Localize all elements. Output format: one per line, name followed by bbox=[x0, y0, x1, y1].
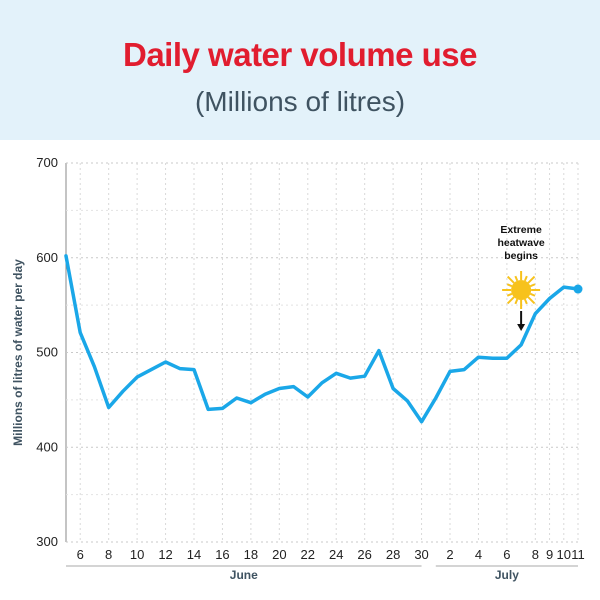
chart-title: Daily water volume use bbox=[123, 36, 477, 73]
chart-subtitle: (Millions of litres) bbox=[194, 86, 406, 117]
month-label: July bbox=[495, 568, 519, 582]
x-tick-label: 9 bbox=[546, 547, 553, 562]
y-axis-label: Millions of litres of water per day bbox=[11, 259, 25, 446]
x-tick-label: 14 bbox=[187, 547, 201, 562]
annotation-text: begins bbox=[504, 250, 538, 262]
x-tick-label: 10 bbox=[557, 547, 571, 562]
x-tick-label: 6 bbox=[77, 547, 84, 562]
x-tick-label: 20 bbox=[272, 547, 286, 562]
x-tick-label: 8 bbox=[105, 547, 112, 562]
annotation-text: heatwave bbox=[497, 237, 544, 249]
x-tick-label: 4 bbox=[475, 547, 482, 562]
x-tick-label: 22 bbox=[301, 547, 315, 562]
header-band: Daily water volume use (Millions of litr… bbox=[0, 0, 600, 140]
sun-icon bbox=[502, 271, 541, 309]
y-tick-label: 300 bbox=[36, 534, 58, 549]
x-tick-label: 10 bbox=[130, 547, 144, 562]
x-tick-label: 12 bbox=[158, 547, 172, 562]
series-end-point bbox=[573, 284, 583, 294]
annotation-arrow-head bbox=[517, 324, 526, 331]
y-tick-label: 500 bbox=[36, 345, 58, 360]
x-tick-label: 18 bbox=[244, 547, 258, 562]
y-tick-label: 600 bbox=[36, 250, 58, 265]
month-label: June bbox=[230, 568, 258, 582]
x-tick-label: 16 bbox=[215, 547, 229, 562]
x-tick-label: 2 bbox=[446, 547, 453, 562]
y-tick-label: 400 bbox=[36, 439, 58, 454]
x-tick-label: 24 bbox=[329, 547, 343, 562]
x-tick-label: 28 bbox=[386, 547, 400, 562]
x-tick-label: 26 bbox=[357, 547, 371, 562]
x-tick-label: 30 bbox=[414, 547, 428, 562]
y-tick-label: 700 bbox=[36, 155, 58, 170]
x-tick-label: 6 bbox=[503, 547, 510, 562]
x-tick-label: 8 bbox=[532, 547, 539, 562]
annotation-text: Extreme bbox=[500, 224, 542, 236]
series-line bbox=[64, 254, 580, 424]
x-tick-label: 11 bbox=[571, 547, 585, 562]
